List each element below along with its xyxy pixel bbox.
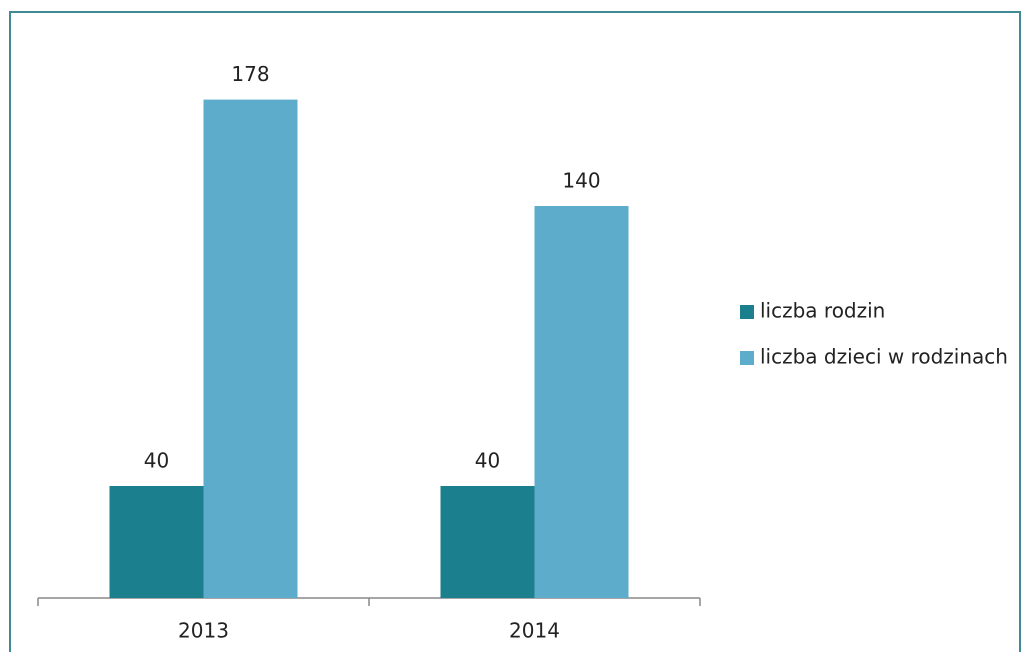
x-tick-label: 2014	[509, 619, 560, 643]
x-tick-label: 2013	[178, 619, 229, 643]
legend-swatch	[740, 351, 754, 365]
data-label: 40	[144, 449, 169, 473]
bar	[440, 486, 535, 598]
legend-swatch	[740, 305, 754, 319]
bar	[534, 206, 629, 598]
legend-label: liczba dzieci w rodzinach	[760, 345, 1008, 369]
legend-label: liczba rodzin	[760, 299, 885, 323]
data-label: 40	[475, 449, 500, 473]
bar	[109, 486, 204, 598]
data-label: 140	[562, 169, 600, 193]
bar	[203, 99, 298, 598]
data-label: 178	[231, 62, 269, 86]
